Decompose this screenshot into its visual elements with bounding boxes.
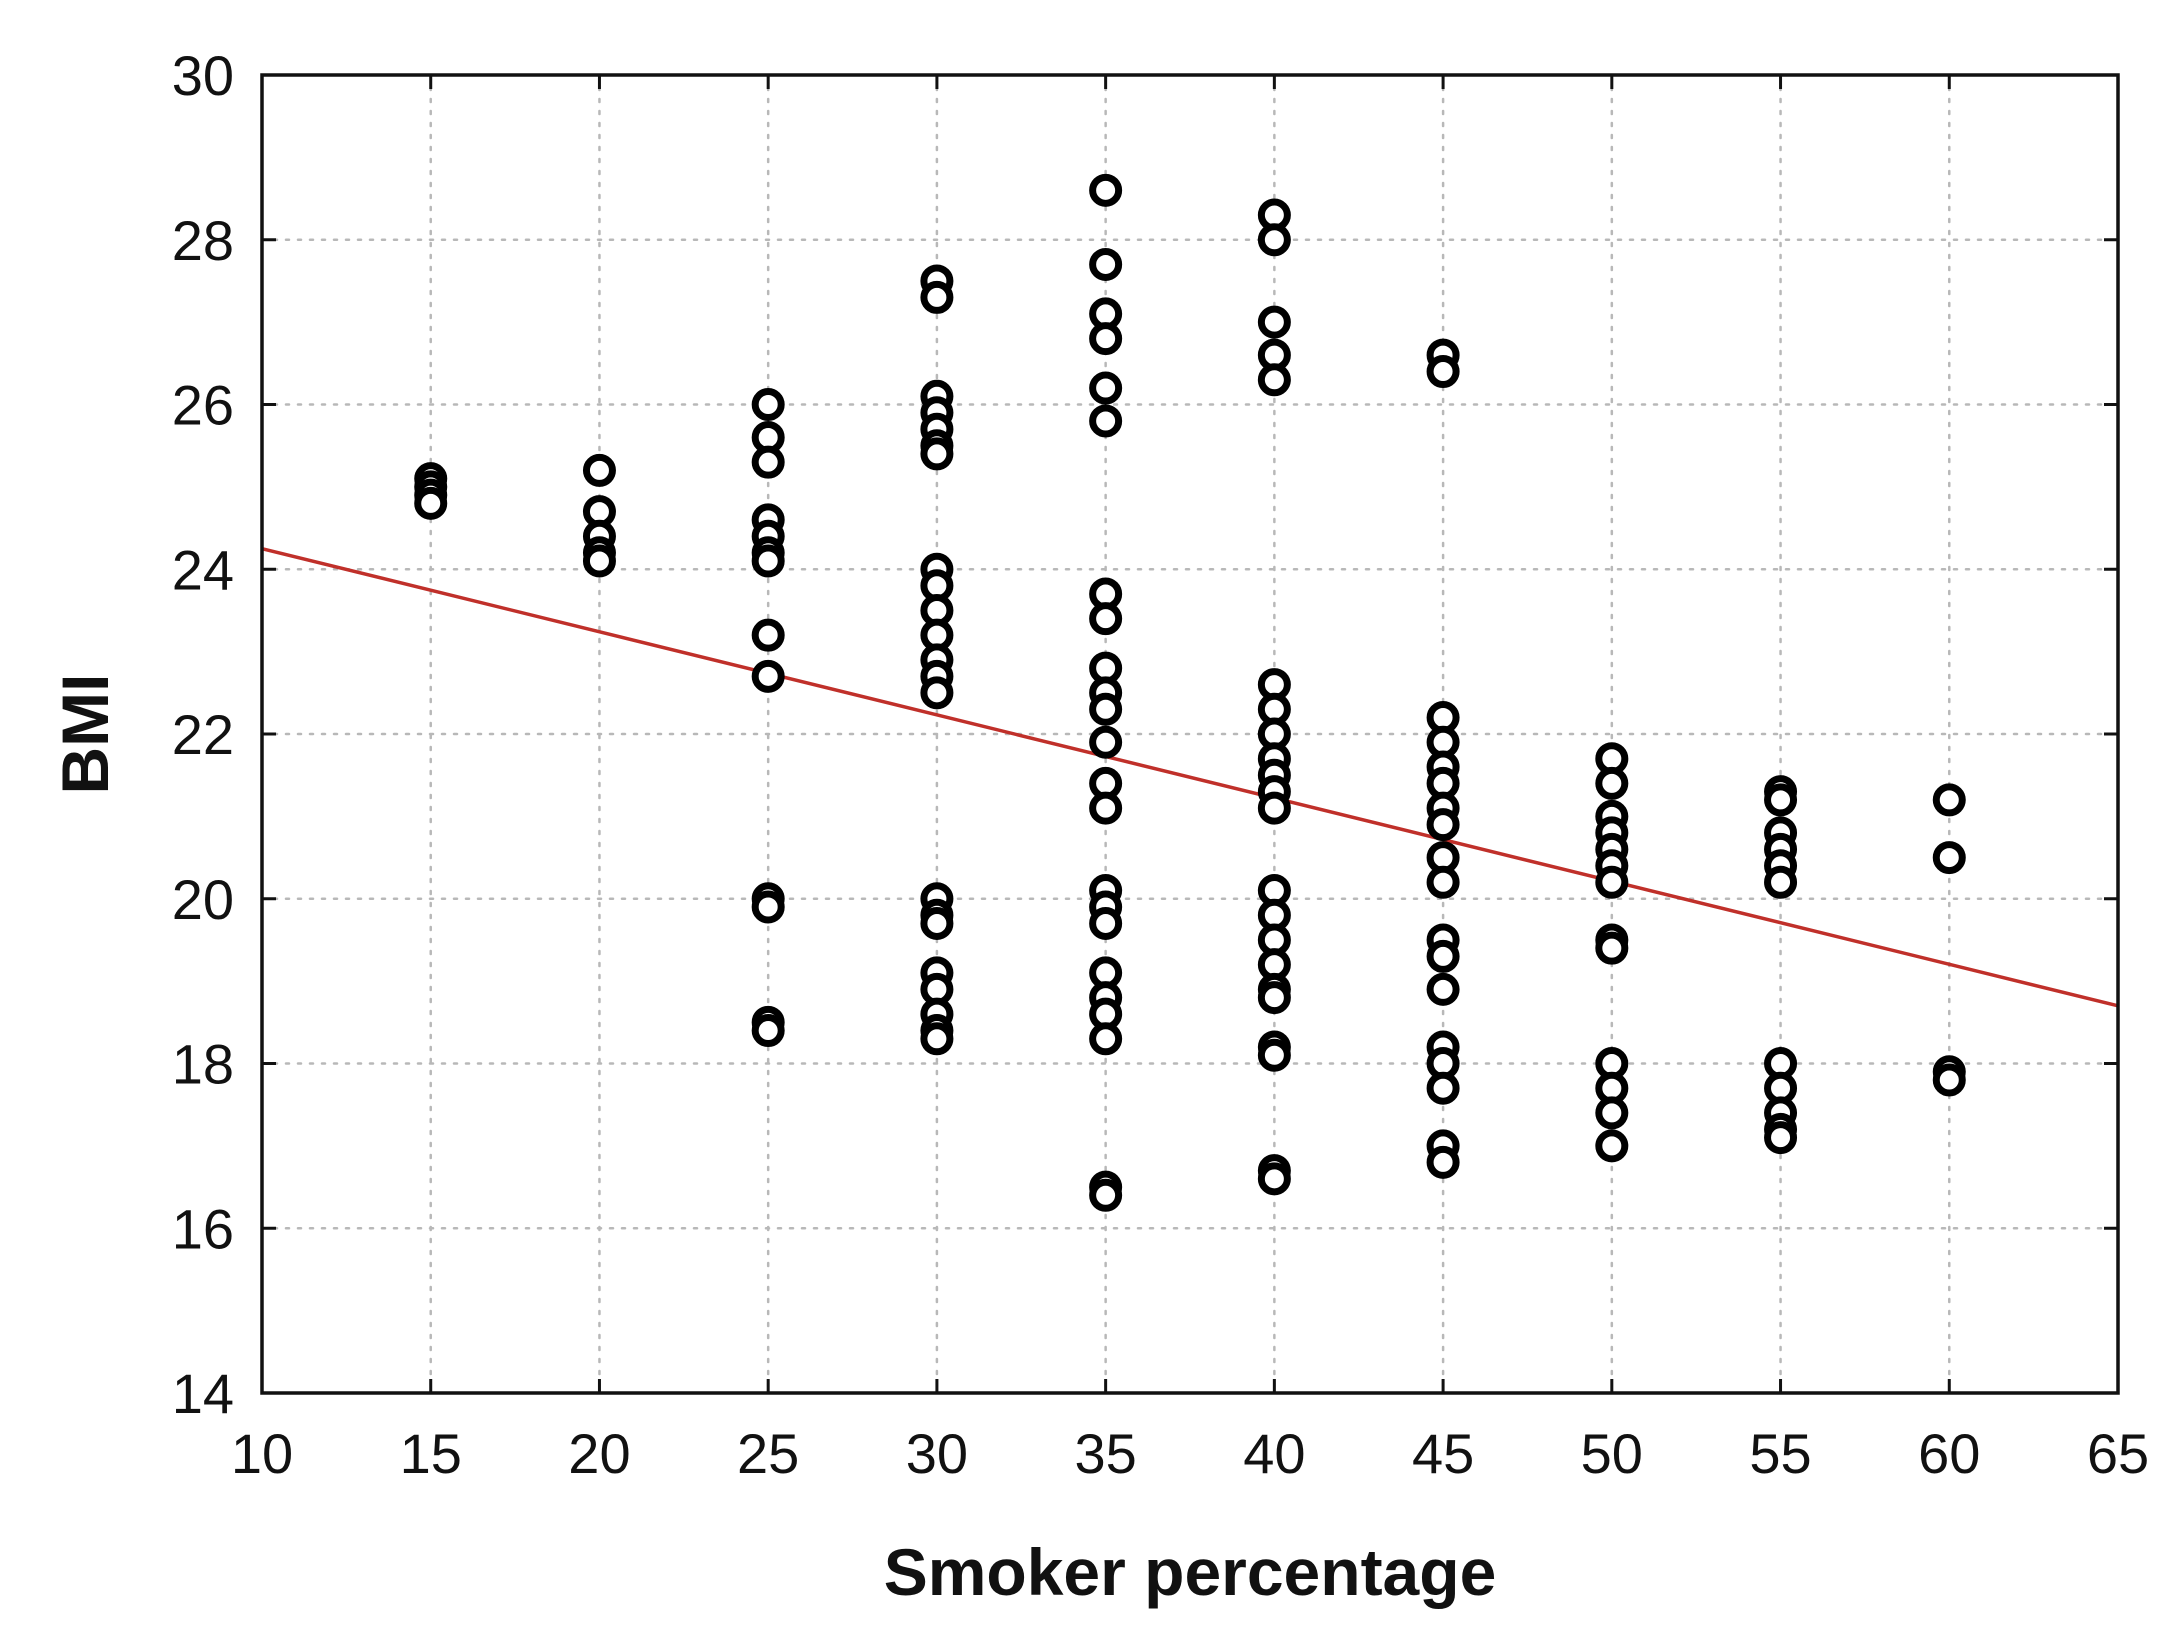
data-point xyxy=(1257,223,1291,257)
data-point xyxy=(920,676,954,710)
y-tick-label: 14 xyxy=(172,1362,234,1425)
data-point xyxy=(1257,791,1291,825)
data-point xyxy=(1089,1178,1123,1212)
y-tick-label: 26 xyxy=(172,374,234,437)
data-point xyxy=(1089,791,1123,825)
x-tick-label: 35 xyxy=(1074,1422,1136,1485)
x-tick-labels: 10 15 20 25 30 35 40 45 50 55 60 65 xyxy=(231,1422,2149,1485)
data-point xyxy=(1089,602,1123,636)
data-point xyxy=(1089,1022,1123,1056)
data-point xyxy=(1257,1038,1291,1072)
data-point xyxy=(582,544,616,578)
data-point xyxy=(920,906,954,940)
data-point xyxy=(1764,1121,1798,1155)
data-point xyxy=(1089,322,1123,356)
data-point xyxy=(1426,808,1460,842)
y-tick-label: 16 xyxy=(172,1197,234,1260)
x-tick-label: 20 xyxy=(568,1422,630,1485)
x-tick-label: 40 xyxy=(1243,1422,1305,1485)
data-points xyxy=(414,173,1966,1212)
data-point xyxy=(414,486,448,520)
y-tick-label: 30 xyxy=(172,44,234,107)
data-point xyxy=(1426,865,1460,899)
data-point xyxy=(1426,939,1460,973)
data-point xyxy=(1089,692,1123,726)
x-tick-label: 60 xyxy=(1918,1422,1980,1485)
x-tick-label: 15 xyxy=(400,1422,462,1485)
x-tick-label: 25 xyxy=(737,1422,799,1485)
x-tick-label: 55 xyxy=(1749,1422,1811,1485)
data-point xyxy=(1089,247,1123,281)
data-point xyxy=(1426,972,1460,1006)
x-tick-label: 30 xyxy=(906,1422,968,1485)
data-point xyxy=(1932,841,1966,875)
data-point xyxy=(1764,865,1798,899)
data-point xyxy=(1257,1162,1291,1196)
data-point xyxy=(1089,173,1123,207)
data-point xyxy=(751,890,785,924)
regression-line xyxy=(261,546,2119,1008)
data-point xyxy=(751,618,785,652)
data-point xyxy=(1426,1071,1460,1105)
x-axis-title: Smoker percentage xyxy=(884,1535,1497,1609)
data-point xyxy=(751,544,785,578)
grid-lines xyxy=(260,73,2120,1395)
y-axis-title: BMI xyxy=(48,674,122,795)
data-point xyxy=(1595,1096,1629,1130)
data-point xyxy=(1595,766,1629,800)
data-point xyxy=(920,437,954,471)
x-tick-label: 65 xyxy=(2087,1422,2149,1485)
data-point xyxy=(1595,865,1629,899)
data-point xyxy=(1932,1063,1966,1097)
data-point xyxy=(1089,906,1123,940)
data-point xyxy=(1426,1145,1460,1179)
data-point xyxy=(1595,931,1629,965)
data-point xyxy=(1257,305,1291,339)
data-point xyxy=(751,388,785,421)
data-point xyxy=(1257,981,1291,1015)
data-point xyxy=(1089,371,1123,405)
x-tick-label: 50 xyxy=(1581,1422,1643,1485)
data-point xyxy=(920,1022,954,1056)
y-tick-label: 18 xyxy=(172,1033,234,1096)
data-point xyxy=(751,445,785,479)
data-point xyxy=(1932,783,1966,817)
data-point xyxy=(751,1014,785,1048)
data-point xyxy=(1257,363,1291,397)
x-tick-label: 10 xyxy=(231,1422,293,1485)
y-tick-label: 24 xyxy=(172,538,234,601)
data-point xyxy=(1426,355,1460,389)
data-point xyxy=(751,659,785,693)
plot-frame xyxy=(260,73,2120,1395)
y-tick-label: 28 xyxy=(172,209,234,272)
data-point xyxy=(1595,1129,1629,1163)
y-tick-labels: 14 16 18 20 22 24 26 28 30 xyxy=(172,44,234,1425)
data-point xyxy=(920,280,954,314)
data-point xyxy=(1764,783,1798,817)
data-point xyxy=(582,453,616,487)
y-tick-label: 22 xyxy=(172,703,234,766)
x-tick-label: 45 xyxy=(1412,1422,1474,1485)
data-point xyxy=(1089,404,1123,438)
y-tick-label: 20 xyxy=(172,868,234,931)
data-point xyxy=(1089,725,1123,759)
